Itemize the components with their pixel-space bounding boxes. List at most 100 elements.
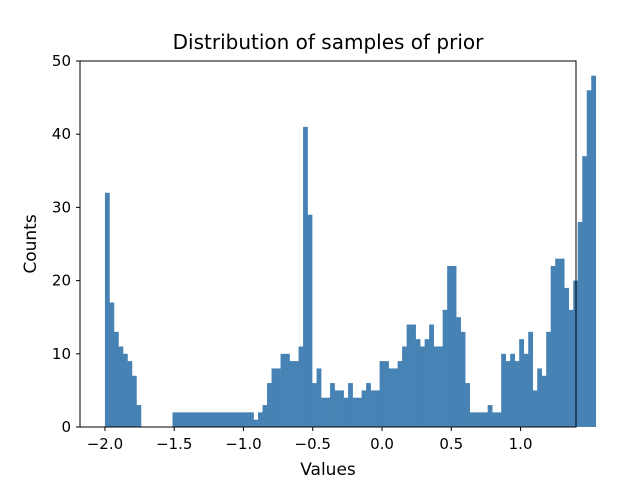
histogram-bar <box>262 405 268 427</box>
histogram-bar <box>510 353 515 427</box>
histogram-bar <box>550 265 556 427</box>
histogram-bar <box>591 75 597 427</box>
histogram-bar <box>483 412 488 427</box>
histogram-bar <box>334 390 340 427</box>
histogram-bar <box>397 361 403 427</box>
histogram-bar <box>303 126 308 427</box>
histogram-bar <box>307 214 313 427</box>
histogram-bar <box>469 412 475 427</box>
histogram-bar <box>343 397 349 427</box>
histogram-bar <box>532 390 538 427</box>
histogram-bar <box>330 383 335 427</box>
y-tick-label: 10 <box>52 345 71 363</box>
histogram-bar <box>176 412 182 427</box>
histogram-bar <box>528 331 534 427</box>
histogram-bar <box>217 412 223 427</box>
histogram-bar <box>226 412 232 427</box>
histogram-bar <box>424 339 430 427</box>
histogram-bar <box>289 361 295 427</box>
histogram-bar <box>379 361 385 427</box>
histogram-bar <box>546 331 552 427</box>
histogram-bar <box>496 412 502 427</box>
histogram-bar <box>253 419 259 427</box>
histogram-bar <box>487 405 493 427</box>
histogram-bar <box>586 90 592 427</box>
y-tick-label: 0 <box>61 418 71 436</box>
histogram-bar <box>104 192 110 427</box>
histogram-bar <box>402 346 407 427</box>
y-tick-label: 30 <box>52 198 71 216</box>
histogram-bar <box>406 324 412 427</box>
histogram-bar <box>321 397 326 427</box>
histogram-bar <box>384 361 389 427</box>
histogram-bar <box>109 302 115 427</box>
histogram-bar <box>478 412 484 427</box>
histogram-bar <box>348 383 353 427</box>
histogram-bar <box>231 412 236 427</box>
x-axis-label: Values <box>300 460 356 480</box>
histogram-bar <box>501 353 506 427</box>
histogram-bar <box>537 368 543 427</box>
y-tick-label: 40 <box>52 125 71 143</box>
histogram-bar <box>388 368 394 427</box>
histogram-bar <box>514 361 520 427</box>
histogram-bar <box>429 324 434 427</box>
histogram-bar <box>222 412 227 427</box>
histogram-bar <box>451 265 457 427</box>
histogram-bar <box>312 383 317 427</box>
x-tick-label: 0.0 <box>370 435 394 453</box>
histogram-bar <box>438 346 443 427</box>
histogram-bar <box>564 287 570 427</box>
histogram-bar <box>199 412 205 427</box>
histogram-bar <box>204 412 209 427</box>
histogram-bar <box>127 361 133 427</box>
histogram-bar <box>568 309 574 427</box>
histogram-bar <box>244 412 250 427</box>
x-tick-label: −1.5 <box>156 435 192 453</box>
histogram-bar <box>415 339 421 427</box>
x-tick-label: 0.5 <box>439 435 463 453</box>
histogram-bar <box>456 317 461 427</box>
histogram-bar <box>411 324 416 427</box>
histogram-bar <box>447 265 452 427</box>
histogram-bar <box>375 390 380 427</box>
histogram-bar <box>582 156 588 427</box>
histogram-bar <box>393 368 398 427</box>
histogram-bar <box>240 412 245 427</box>
histogram-bar <box>271 368 277 427</box>
histogram-bar <box>370 390 376 427</box>
x-ticks: −2.0 −1.5 −1.0 −0.5 0.0 0.5 1.0 <box>87 427 533 453</box>
histogram-bar <box>361 390 367 427</box>
x-tick-label: −2.0 <box>87 435 123 453</box>
histogram-bar <box>519 339 524 427</box>
histogram-bar <box>316 368 322 427</box>
histogram-bar <box>185 412 191 427</box>
histogram-bar <box>194 412 200 427</box>
histogram-bar <box>131 375 137 427</box>
histogram-bar <box>172 412 178 427</box>
histogram-bar <box>113 331 119 427</box>
y-tick-label: 50 <box>52 52 71 70</box>
histogram-bar <box>122 353 128 427</box>
histogram-bar <box>267 383 272 427</box>
y-ticks: 0 10 20 30 40 50 <box>52 52 80 436</box>
histogram-bar <box>181 412 187 427</box>
x-tick-label: 1.0 <box>509 435 533 453</box>
histogram-bar <box>208 412 214 427</box>
histogram-bar <box>420 346 425 427</box>
histogram-bar <box>433 346 439 427</box>
chart-title: Distribution of samples of prior <box>173 30 485 54</box>
histogram-bar <box>235 412 241 427</box>
histogram-bar <box>559 258 565 427</box>
histogram-bar <box>366 383 371 427</box>
histogram-bar <box>357 397 362 427</box>
y-axis-label: Counts <box>21 214 41 273</box>
x-tick-label: −0.5 <box>295 435 331 453</box>
histogram-bar <box>352 397 358 427</box>
histogram-bar <box>523 353 529 427</box>
plot-frame <box>79 60 577 428</box>
histogram-bar <box>294 361 299 427</box>
histogram-bar <box>258 412 263 427</box>
x-tick-label: −1.0 <box>225 435 261 453</box>
